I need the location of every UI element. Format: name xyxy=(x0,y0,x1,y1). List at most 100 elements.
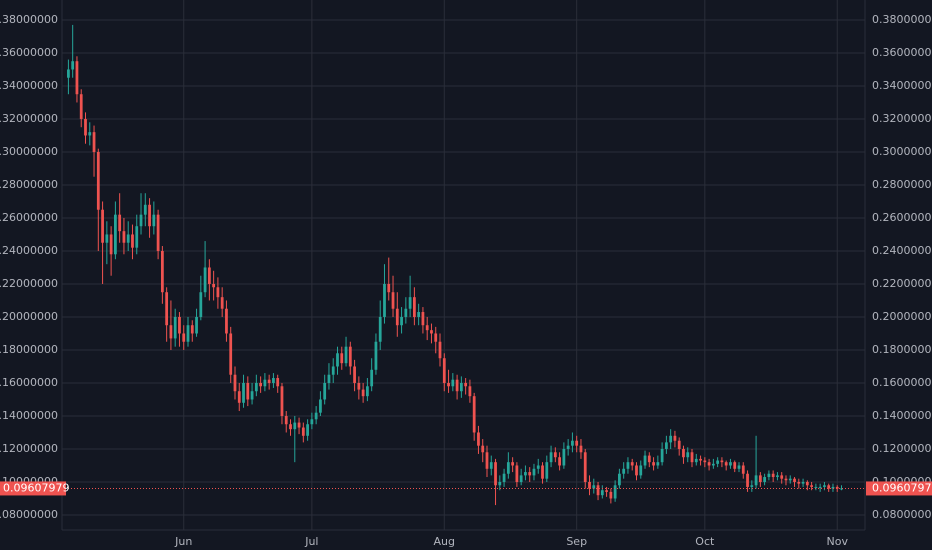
candle-body xyxy=(348,346,352,367)
candle-body xyxy=(673,435,677,441)
candle-body xyxy=(549,452,553,463)
y2-tick-label: 0.12000000 xyxy=(872,442,932,455)
y2-tick-label: 0.20000000 xyxy=(872,310,932,323)
candle-body xyxy=(468,386,472,397)
y-tick-label: 0.18000000 xyxy=(0,343,58,356)
candle-body xyxy=(626,462,630,469)
candle-body xyxy=(421,312,425,326)
candle-body xyxy=(553,452,557,458)
candle-body xyxy=(366,386,369,397)
candle-body xyxy=(114,214,117,255)
candle-body xyxy=(314,412,318,420)
candle-body xyxy=(814,486,818,488)
candle-body xyxy=(639,465,643,476)
candle-body xyxy=(823,485,826,487)
candle-body xyxy=(643,455,647,466)
candle-body xyxy=(242,382,245,403)
candle-body xyxy=(579,445,583,453)
candle-body xyxy=(84,118,87,136)
candle-body xyxy=(571,440,574,446)
candle-body xyxy=(165,292,169,326)
candle-body xyxy=(805,481,809,486)
candle-body xyxy=(250,391,254,400)
candle-body xyxy=(746,473,749,487)
candle-body xyxy=(536,465,540,469)
y-tick-label: 0.36000000 xyxy=(0,46,58,59)
candle-body xyxy=(558,457,561,466)
candle-body xyxy=(477,432,480,446)
candle-body xyxy=(605,490,608,492)
candle-body xyxy=(583,452,587,482)
candle-body xyxy=(391,292,395,309)
candle-body xyxy=(404,308,408,317)
candle-body xyxy=(280,386,284,416)
candle-body xyxy=(92,132,96,152)
last-price-label: 0.09607979 xyxy=(872,481,932,494)
candle-body xyxy=(754,475,758,486)
y2-tick-label: 0.16000000 xyxy=(872,376,932,389)
y2-tick-label: 0.30000000 xyxy=(872,145,932,158)
candle-body xyxy=(434,333,438,342)
candle-body xyxy=(703,460,707,463)
x-tick-label: Aug xyxy=(434,535,455,548)
candle-body xyxy=(430,330,433,334)
candle-body xyxy=(135,226,139,248)
candle-body xyxy=(233,374,237,392)
candle-body xyxy=(694,458,698,463)
candle-body xyxy=(263,379,267,387)
candle-body xyxy=(344,346,348,364)
candle-body xyxy=(148,204,151,227)
candle-body xyxy=(259,382,263,387)
candle-body xyxy=(216,287,220,298)
candle-body xyxy=(195,316,198,334)
candle-body xyxy=(541,465,544,479)
candle-body xyxy=(831,486,835,489)
candle-body xyxy=(306,424,309,436)
y2-tick-label: 0.14000000 xyxy=(872,409,932,422)
y-tick-label: 0.34000000 xyxy=(0,79,58,92)
candle-body xyxy=(720,460,724,463)
candle-body xyxy=(199,292,203,317)
candle-body xyxy=(408,297,412,309)
candle-body xyxy=(494,462,497,486)
candle-body xyxy=(763,477,767,482)
y-tick-label: 0.30000000 xyxy=(0,145,58,158)
candle-body xyxy=(438,341,442,359)
candle-body xyxy=(220,297,224,309)
candle-body xyxy=(374,341,378,370)
candle-body xyxy=(400,316,403,326)
candle-body xyxy=(750,485,754,487)
candle-body xyxy=(340,353,344,364)
candle-body xyxy=(784,478,788,481)
candle-body xyxy=(186,325,190,342)
candle-body xyxy=(71,61,75,70)
candle-body xyxy=(498,481,502,486)
y2-tick-label: 0.18000000 xyxy=(872,343,932,356)
candle-body xyxy=(203,267,207,293)
x-tick-label: Sep xyxy=(566,535,587,548)
candle-body xyxy=(682,448,685,458)
candle-body xyxy=(126,234,130,243)
y2-tick-label: 0.32000000 xyxy=(872,112,932,125)
candle-body xyxy=(481,445,485,453)
candle-body xyxy=(319,399,322,413)
y-tick-label: 0.08000000 xyxy=(0,508,58,521)
candle-body xyxy=(609,491,613,499)
candle-body xyxy=(485,452,489,469)
candle-body xyxy=(840,488,843,490)
candle-body xyxy=(506,462,510,474)
candle-body xyxy=(96,151,100,210)
candle-body xyxy=(276,378,280,387)
candle-body xyxy=(528,472,532,476)
x-tick-label: Jul xyxy=(304,535,318,548)
y-tick-label: 0.24000000 xyxy=(0,244,58,257)
candle-body xyxy=(417,312,421,317)
candle-body xyxy=(827,485,831,489)
candle-body xyxy=(758,475,762,482)
candle-body xyxy=(139,214,143,227)
candle-body xyxy=(118,214,122,232)
candle-body xyxy=(361,389,365,397)
candle-body xyxy=(635,465,638,476)
candle-body xyxy=(190,325,194,334)
